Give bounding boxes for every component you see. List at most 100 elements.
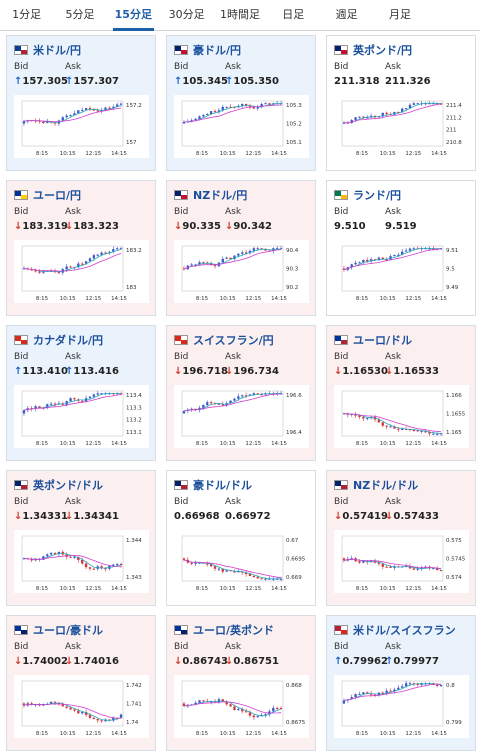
x-tick-label: 10:15 <box>220 731 236 737</box>
currency-pair[interactable]: スイスフラン/円 <box>174 333 274 347</box>
price-chart[interactable]: 9.51 9.5 9.49 8:15 10:15 12:15 14:15 <box>334 240 469 303</box>
rate-card[interactable]: ユーロ/豪ドル Bid Ask ↓1.74002 ↓1.74016 1.742 1.741 1… <box>6 615 156 751</box>
tab-timeframe[interactable]: 月足 <box>388 8 411 21</box>
candlestick-chart: 1.344 1.343 8:15 10:15 12:15 14:15 <box>21 535 142 592</box>
currency-pair[interactable]: ランド/円 <box>334 188 401 202</box>
pair-name[interactable]: ユーロ/英ポンド <box>193 624 275 637</box>
candle-body <box>198 262 201 265</box>
ma-short-line <box>23 702 122 721</box>
tab-timeframe[interactable]: 30分足 <box>168 8 205 21</box>
candle-body <box>252 393 256 395</box>
currency-pair[interactable]: NZドル/円 <box>174 188 247 202</box>
bid-label: Bid <box>334 642 349 652</box>
country-flag-icon <box>174 625 188 635</box>
currency-pair[interactable]: ユーロ/英ポンド <box>174 623 274 637</box>
currency-pair[interactable]: ユーロ/ドル <box>334 333 412 347</box>
price-chart[interactable]: 196.6 196.4 8:15 10:15 12:15 14:15 <box>174 385 309 448</box>
rate-card[interactable]: 米ドル/円 Bid Ask ↑157.305 ↑157.307 157.2 157 8:15 1… <box>6 35 156 171</box>
x-tick-label: 14:15 <box>111 731 127 737</box>
bid-label: Bid <box>14 497 29 507</box>
x-tick-label: 12:15 <box>245 151 261 157</box>
rate-card[interactable]: ユーロ/ドル Bid Ask ↓1.16530 ↓1.16533 1.166 1.1655 1… <box>326 325 476 461</box>
y-tick-label: 157 <box>126 140 137 146</box>
currency-pair[interactable]: 英ポンド/円 <box>334 43 412 57</box>
currency-pair[interactable]: NZドル/ドル <box>334 478 418 492</box>
candle-body <box>202 262 205 264</box>
rate-card[interactable]: ユーロ/英ポンド Bid Ask ↓0.86743 ↓0.86751 0.868 0.867… <box>166 615 316 751</box>
tab-timeframe[interactable]: 15分足 <box>107 0 160 31</box>
tab-timeframe[interactable]: 5分足 <box>65 8 95 21</box>
bid-price: 0.57419 <box>342 511 388 522</box>
pair-name[interactable]: ユーロ/円 <box>33 189 82 202</box>
country-flag-icon <box>174 45 188 55</box>
pair-name[interactable]: ユーロ/ドル <box>353 334 413 347</box>
pair-name[interactable]: NZドル/円 <box>193 189 248 202</box>
candlestick-chart: 157.2 157 8:15 10:15 12:15 14:15 <box>21 100 142 157</box>
y-tick-label: 211 <box>446 128 457 134</box>
currency-pair[interactable]: 米ドル/スイスフラン <box>334 623 456 637</box>
currency-pair[interactable]: ユーロ/豪ドル <box>14 623 103 637</box>
price-chart[interactable]: 1.344 1.343 8:15 10:15 12:15 14:15 <box>14 530 149 593</box>
currency-pair[interactable]: カナダドル/円 <box>14 333 103 347</box>
rate-card[interactable]: NZドル/円 Bid Ask ↓90.335 ↓90.342 90.4 90.3 90.2 8:… <box>166 180 316 316</box>
pair-name[interactable]: NZドル/ドル <box>353 479 419 492</box>
ask-value: ↓90.342 <box>225 221 272 232</box>
pair-name[interactable]: ユーロ/豪ドル <box>33 624 104 637</box>
pair-name[interactable]: 米ドル/スイスフラン <box>353 624 456 637</box>
currency-pair[interactable]: 米ドル/円 <box>14 43 81 57</box>
pair-name[interactable]: 英ポンド/ドル <box>33 479 104 492</box>
price-chart[interactable]: 105.3 105.2 105.1 8:15 10:15 12:15 14:15 <box>174 95 309 158</box>
candle-body <box>77 556 80 560</box>
price-chart[interactable]: 157.2 157 8:15 10:15 12:15 14:15 <box>14 95 149 158</box>
currency-pair[interactable]: ユーロ/円 <box>14 188 81 202</box>
rate-card[interactable]: スイスフラン/円 Bid Ask ↓196.718 ↓196.734 196.6 196.4… <box>166 325 316 461</box>
pair-name[interactable]: 豪ドル/円 <box>193 44 242 57</box>
ma-long-line <box>343 413 442 433</box>
pair-name[interactable]: 米ドル/円 <box>33 44 82 57</box>
price-chart[interactable]: 1.166 1.1655 1.165 8:15 10:15 12:15 14:15 <box>334 385 469 448</box>
rate-card[interactable]: ランド/円 Bid Ask 9.510 9.519 9.51 9.5 9.49 8:15 10:1… <box>326 180 476 316</box>
price-chart[interactable]: 90.4 90.3 90.2 8:15 10:15 12:15 14:15 <box>174 240 309 303</box>
rate-card[interactable]: 豪ドル/ドル Bid Ask 0.66968 0.66972 0.67 0.6695 0.66… <box>166 470 316 606</box>
price-chart[interactable]: 0.67 0.6695 0.669 8:15 10:15 12:15 14:15 <box>174 530 309 593</box>
currency-pair[interactable]: 豪ドル/円 <box>174 43 241 57</box>
candle-body <box>217 403 221 405</box>
candle-body <box>241 395 244 397</box>
y-tick-label: 105.1 <box>286 140 302 146</box>
pair-name[interactable]: カナダドル/円 <box>33 334 104 347</box>
pair-name[interactable]: 豪ドル/ドル <box>193 479 253 492</box>
price-chart[interactable]: 211.4 211.2 211 210.8 8:15 10:15 12:15 14:15 <box>334 95 469 158</box>
ma-short-line <box>23 249 122 273</box>
candle-body <box>73 709 76 711</box>
price-chart[interactable]: 0.575 0.5745 0.574 8:15 10:15 12:15 14:15 <box>334 530 469 593</box>
pair-name[interactable]: ランド/円 <box>353 189 402 202</box>
candle-body <box>34 704 37 706</box>
price-chart[interactable]: 183.2 183 8:15 10:15 12:15 14:15 <box>14 240 149 303</box>
price-chart[interactable]: 0.8 0.799 8:15 10:15 12:15 14:15 <box>334 675 469 738</box>
candle-body <box>362 116 365 118</box>
rate-card[interactable]: NZドル/ドル Bid Ask ↓0.57419 ↓0.57433 0.575 0.5745… <box>326 470 476 606</box>
tab-timeframe[interactable]: 1時間足 <box>219 8 260 21</box>
pair-name[interactable]: 英ポンド/円 <box>353 44 413 57</box>
candle-body <box>354 694 357 698</box>
ask-value: ↓183.323 <box>65 221 119 232</box>
currency-pair[interactable]: 豪ドル/ドル <box>174 478 252 492</box>
price-chart[interactable]: 113.4 113.3 113.2 113.1 8:15 10:15 12:15 14:15 <box>14 385 149 448</box>
price-chart[interactable]: 0.868 0.8675 8:15 10:15 12:15 14:15 <box>174 675 309 738</box>
currency-pair[interactable]: 英ポンド/ドル <box>14 478 103 492</box>
rate-card[interactable]: 豪ドル/円 Bid Ask ↑105.345 ↑105.350 105.3 105.2 105… <box>166 35 316 171</box>
rate-card[interactable]: 英ポンド/ドル Bid Ask ↓1.34331 ↓1.34341 1.344 1.343 8… <box>6 470 156 606</box>
tab-timeframe[interactable]: 日足 <box>282 8 305 21</box>
rate-card[interactable]: カナダドル/円 Bid Ask ↑113.410 ↑113.416 113.4 113.3 1… <box>6 325 156 461</box>
rate-card[interactable]: 米ドル/スイスフラン Bid Ask ↑0.79962 ↑0.79977 0.8 0.799… <box>326 615 476 751</box>
ask-label: Ask <box>225 352 242 362</box>
rate-card[interactable]: ユーロ/円 Bid Ask ↓183.319 ↓183.323 183.2 183 8:15 1… <box>6 180 156 316</box>
tab-timeframe[interactable]: 1分足 <box>12 8 42 21</box>
candle-body <box>182 703 186 707</box>
rate-card[interactable]: 英ポンド/円 Bid Ask 211.318 211.326 211.4 211.2 211 2… <box>326 35 476 171</box>
pair-name[interactable]: スイスフラン/円 <box>193 334 274 347</box>
candle-body <box>268 103 271 105</box>
tab-timeframe[interactable]: 週足 <box>335 8 358 21</box>
price-chart[interactable]: 1.742 1.741 1.74 8:15 10:15 12:15 14:15 <box>14 675 149 738</box>
candle-body <box>108 393 111 395</box>
